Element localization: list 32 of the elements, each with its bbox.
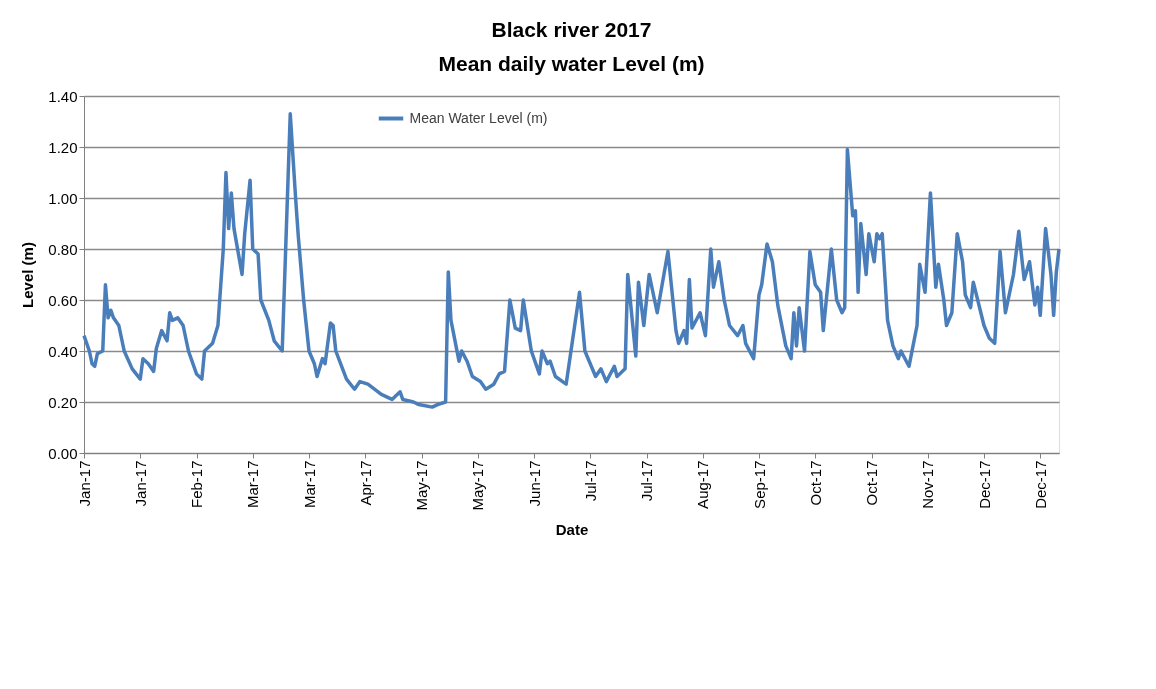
y-tick-label: 0.80 (48, 240, 78, 258)
x-tick-label: Mar-17 (300, 460, 318, 509)
x-tick-label: Dec-17 (1031, 460, 1049, 509)
x-tick-label: Mar-17 (244, 460, 262, 509)
y-tick-label: 1.20 (48, 138, 78, 156)
y-tick-label: 0.00 (48, 444, 78, 462)
text: Black river 2017 (491, 18, 652, 41)
x-tick-label: May-17 (469, 460, 487, 511)
x-tick-label: Sep-17 (750, 460, 768, 509)
x-tick-label: Jun-17 (525, 460, 543, 507)
x-tick-label: Jul-17 (581, 460, 599, 502)
y-axis-title: Level (m) (19, 242, 37, 308)
x-tick-label: Feb-17 (188, 460, 205, 509)
y-tick-label: 0.60 (48, 291, 78, 309)
x-tick-label: Apr-17 (356, 460, 374, 506)
y-tick-label: 0.20 (48, 393, 78, 411)
y-tick-label: 1.40 (48, 87, 78, 105)
x-axis-title: Date (555, 520, 589, 538)
x-tick-label: Oct-17 (863, 460, 880, 506)
x-tick-label: May-17 (413, 460, 430, 511)
x-tick-label: Aug-17 (694, 460, 712, 509)
x-tick-label: Jan-17 (75, 460, 93, 507)
x-tick-label: Jul-17 (638, 460, 655, 502)
x-tick-label: Jan-17 (131, 460, 149, 507)
x-tick-label: Nov-17 (919, 460, 937, 509)
text: Mean daily water Level (m) (438, 52, 705, 75)
x-tick-label: Oct-17 (806, 460, 824, 506)
legend-label: Mean Water Level (m) (409, 109, 548, 126)
y-tick-label: 1.00 (48, 189, 78, 207)
line-series (82, 112, 1061, 409)
x-tick-label: Dec-17 (975, 460, 993, 509)
y-tick-label: 0.40 (48, 342, 78, 360)
